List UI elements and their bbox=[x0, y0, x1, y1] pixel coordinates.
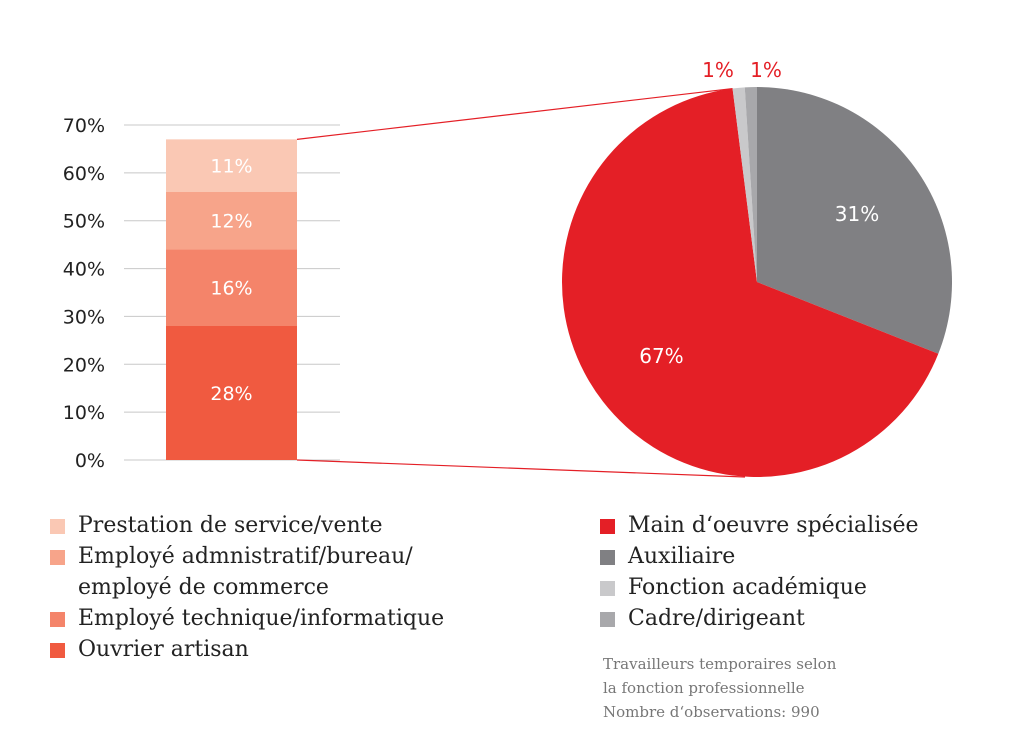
pie-slice-label: 1% bbox=[702, 58, 734, 82]
legend-right: Main d‘oeuvre spécialisée Auxiliaire Fon… bbox=[600, 510, 980, 640]
note-line-1: Travailleurs temporaires selon bbox=[603, 655, 837, 673]
stacked-bar: 28% 16% 12% 11% bbox=[166, 139, 297, 460]
pie-chart: 31% 67% 1% 1% bbox=[562, 58, 952, 477]
bar-segment-label: 11% bbox=[210, 156, 252, 178]
pie-slice bbox=[562, 88, 939, 477]
legend-swatch bbox=[50, 612, 65, 627]
pie-slice bbox=[757, 87, 952, 354]
connector-line-top bbox=[296, 87, 733, 140]
legend-swatch bbox=[50, 519, 65, 534]
bar-segment bbox=[166, 249, 297, 326]
legend-label: Prestation de service/vente bbox=[78, 513, 383, 538]
legend-swatch bbox=[50, 643, 65, 658]
pie-slice-label: 1% bbox=[750, 58, 782, 82]
y-tick-label: 40% bbox=[63, 259, 105, 281]
legend-swatch bbox=[600, 519, 615, 534]
bar-segment bbox=[166, 139, 297, 192]
y-tick-label: 70% bbox=[63, 115, 105, 137]
y-tick-label: 60% bbox=[63, 163, 105, 185]
legend-label: Employé technique/informatique bbox=[78, 606, 445, 631]
pie-slice-label: 31% bbox=[835, 202, 879, 226]
legend-label: Fonction académique bbox=[628, 575, 867, 600]
legend-swatch bbox=[50, 550, 65, 565]
legend-label: Main d‘oeuvre spécialisée bbox=[628, 513, 919, 538]
y-axis-ticks: 0% 10% 20% 30% 40% 50% 60% 70% bbox=[63, 115, 105, 472]
legend-label: Ouvrier artisan bbox=[78, 637, 249, 662]
y-tick-label: 20% bbox=[63, 354, 105, 376]
y-tick-label: 0% bbox=[75, 450, 105, 472]
connector-line-bottom bbox=[296, 459, 746, 478]
y-tick-label: 10% bbox=[63, 402, 105, 424]
bar-segment bbox=[166, 192, 297, 250]
legend-label: Auxiliaire bbox=[628, 544, 736, 569]
connector-lines bbox=[296, 87, 746, 478]
legend-swatch bbox=[600, 550, 615, 565]
y-tick-label: 50% bbox=[63, 211, 105, 233]
legend-swatch bbox=[600, 612, 615, 627]
pie-slice-label: 67% bbox=[639, 344, 683, 368]
bar-segment-label: 16% bbox=[210, 278, 252, 300]
legend-label: Employé admnistratif/bureau/ bbox=[78, 544, 413, 569]
legend-left: Prestation de service/vente Employé admn… bbox=[50, 510, 510, 662]
legend-label: Cadre/dirigeant bbox=[628, 606, 805, 631]
chart-note: Travailleurs temporaires selon la foncti… bbox=[603, 652, 836, 724]
bar-segment bbox=[166, 326, 297, 460]
legend-swatch bbox=[600, 581, 615, 596]
pie-slice bbox=[744, 87, 757, 282]
pie-slice bbox=[732, 87, 757, 282]
note-line-2: la fonction professionnelle bbox=[603, 679, 805, 697]
y-tick-label: 30% bbox=[63, 306, 105, 328]
bar-segment-label: 28% bbox=[210, 383, 252, 405]
bar-segment-label: 12% bbox=[210, 211, 252, 233]
chart-area: 0% 10% 20% 30% 40% 50% 60% 70% 28% 16% 12% 11% 31%… bbox=[63, 58, 952, 478]
note-line-3: Nombre d‘observations: 990 bbox=[603, 703, 820, 721]
legend-label-line2: employé de commerce bbox=[78, 575, 329, 600]
